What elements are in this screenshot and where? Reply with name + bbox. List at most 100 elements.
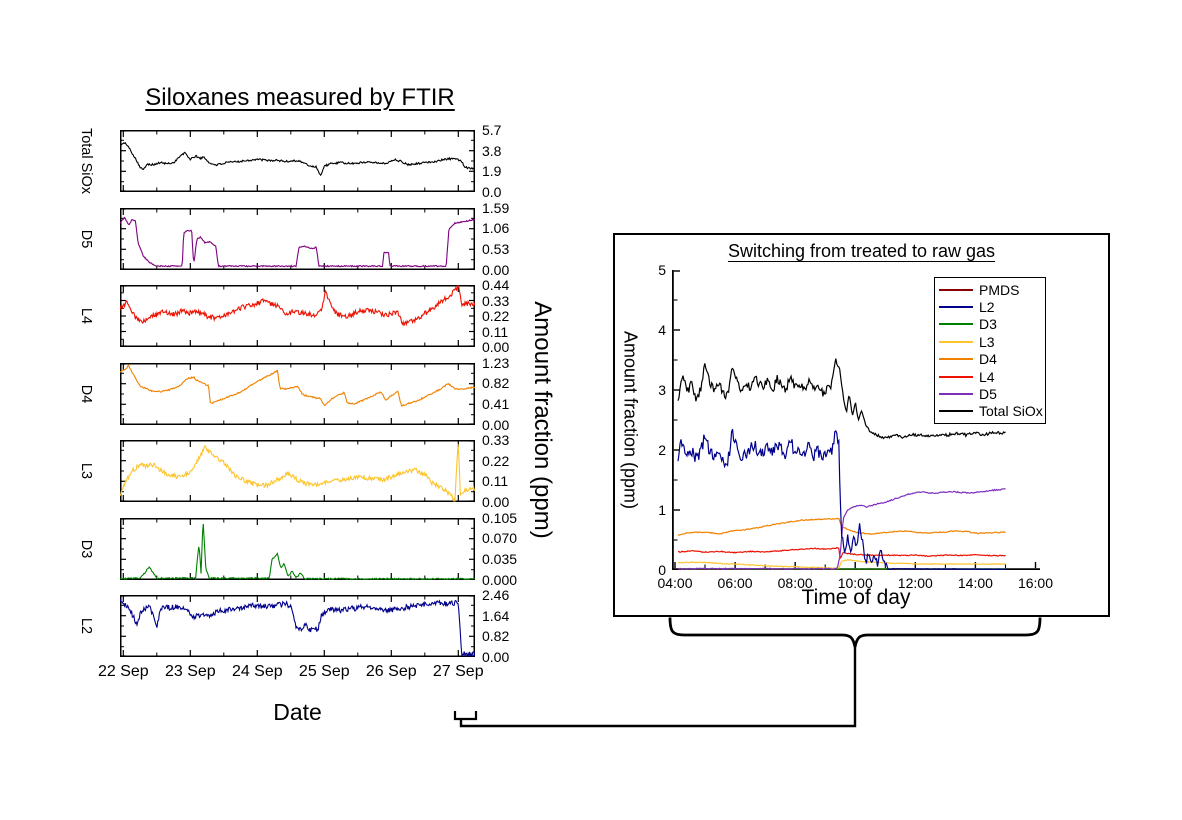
series-total-siox <box>677 358 1006 440</box>
y-tick-label: 0 <box>658 562 666 578</box>
y-tick-label: 0.00 <box>482 339 510 355</box>
right-figure-title-text: Switching from treated to raw gas <box>727 241 996 261</box>
row-label-l2: L2 <box>78 617 94 635</box>
y-tick-label: 0.82 <box>482 375 510 392</box>
legend-swatch-l2 <box>939 306 973 309</box>
legend-item: L2 <box>939 298 1041 315</box>
legend-swatch-l3 <box>939 340 973 343</box>
y-tick-label: 0.82 <box>482 628 510 645</box>
series-d4 <box>120 363 475 407</box>
y-tick-label: 4 <box>658 322 666 338</box>
y-tick-label: 1.59 <box>482 199 510 216</box>
y-tick-label: 1.64 <box>482 607 510 624</box>
legend-item: PMDS <box>939 281 1041 298</box>
y-tick-label: 1.9 <box>482 163 502 180</box>
legend: PMDS L2 D3 L3 D4 L4 D5 Total SiOx <box>934 277 1046 425</box>
row-label-d3: D3 <box>78 539 94 558</box>
y-tick-label: 0.105 <box>482 509 518 526</box>
x-tick-label: 22 Sep <box>97 663 149 680</box>
y-tick-label: 0.53 <box>482 240 510 257</box>
x-tick-label: 06:00 <box>717 575 753 591</box>
legend-label: L4 <box>979 368 995 385</box>
legend-label: PMDS <box>979 281 1020 298</box>
x-tick-label: 16:00 <box>1017 575 1053 591</box>
subplot-total-siox <box>120 130 475 192</box>
legend-swatch-d5 <box>939 393 973 396</box>
legend-label: Total SiOx <box>979 403 1043 420</box>
y-tick-label: 0.22 <box>482 452 510 469</box>
x-tick-label: 08:00 <box>777 575 813 591</box>
y-tick-label: 0.00 <box>482 261 510 278</box>
legend-item: L4 <box>939 368 1041 385</box>
left-figure-title: Siloxanes measured by FTIR <box>100 84 500 112</box>
left-figure-y-label: Amount fraction (ppm) <box>529 301 556 539</box>
legend-label: D3 <box>979 316 997 333</box>
row-label-l4: L4 <box>78 307 94 325</box>
y-tick-label: 0.33 <box>482 432 510 448</box>
legend-label: L3 <box>979 333 995 350</box>
series-d3 <box>120 523 475 580</box>
subplot-d3 <box>120 517 475 580</box>
left-figure-x-label: Date <box>273 699 322 725</box>
legend-item: Total SiOx <box>939 403 1043 420</box>
legend-swatch-total-siox <box>939 410 973 413</box>
legend-swatch-d4 <box>939 358 973 361</box>
series-d5 <box>120 215 475 268</box>
legend-swatch-pmds <box>939 288 973 291</box>
curly-brace-icon <box>668 617 1042 648</box>
right-figure-title: Switching from treated to raw gas <box>613 241 1110 262</box>
y-tick-label: 0.035 <box>482 550 518 567</box>
y-tick-label: 0.44 <box>482 277 510 293</box>
row-label-total-siox: Total SiOx <box>78 127 94 195</box>
legend-swatch-l4 <box>939 375 973 378</box>
x-tick-label: 23 Sep <box>164 663 216 680</box>
subplot-d4 <box>120 362 475 425</box>
y-tick-label: 5.7 <box>482 122 502 138</box>
subplot-d5 <box>120 207 475 270</box>
y-tick-label: 1 <box>658 502 666 518</box>
subplot-l2 <box>120 595 475 657</box>
right-figure-y-label: Amount fraction (ppm) <box>620 330 641 510</box>
legend-item: D4 <box>939 351 1041 368</box>
legend-item: L3 <box>939 333 1041 350</box>
y-tick-label: 0.000 <box>482 571 518 588</box>
y-tick-label: 0.22 <box>482 308 510 324</box>
subplot-l4 <box>120 285 475 347</box>
legend-label: D5 <box>979 386 997 403</box>
y-tick-label: 0.33 <box>482 292 510 309</box>
legend-item: D5 <box>939 385 1041 402</box>
y-tick-label: 0.00 <box>482 494 510 510</box>
y-tick-label: 0.070 <box>482 530 518 547</box>
x-tick-label: 26 Sep <box>365 663 417 680</box>
series-l4 <box>677 546 1006 560</box>
y-tick-label: 0.11 <box>482 473 509 490</box>
row-label-l3: L3 <box>78 462 94 480</box>
series-l2 <box>120 598 475 657</box>
y-tick-label: 2 <box>658 442 666 458</box>
legend-label: D4 <box>979 351 997 368</box>
series-total-siox <box>120 142 475 177</box>
right-figure-x-label: Time of day <box>801 586 911 609</box>
series-l2 <box>677 428 1006 570</box>
y-tick-label: 1.06 <box>482 220 510 237</box>
y-tick-label: 0.0 <box>482 184 502 200</box>
row-label-d4: D4 <box>78 384 94 403</box>
y-tick-label: 0.00 <box>482 416 510 433</box>
x-tick-label: 24 Sep <box>231 663 283 680</box>
y-tick-label: 3 <box>658 382 666 398</box>
x-tick-label: 10:00 <box>837 575 873 591</box>
y-tick-label: 5 <box>658 262 666 278</box>
series-l3 <box>120 444 475 502</box>
switch-plot-area <box>672 270 1040 570</box>
legend-swatch-d3 <box>939 323 973 326</box>
x-tick-label: 14:00 <box>957 575 993 591</box>
x-tick-label: 27 Sep <box>432 663 484 680</box>
subplot-l3 <box>120 440 475 502</box>
legend-label: L2 <box>979 299 995 316</box>
y-tick-label: 2.46 <box>482 587 510 603</box>
row-label-d5: D5 <box>78 229 94 248</box>
y-tick-label: 1.23 <box>482 354 510 371</box>
x-tick-label: 12:00 <box>897 575 933 591</box>
x-tick-label: 25 Sep <box>298 663 350 680</box>
